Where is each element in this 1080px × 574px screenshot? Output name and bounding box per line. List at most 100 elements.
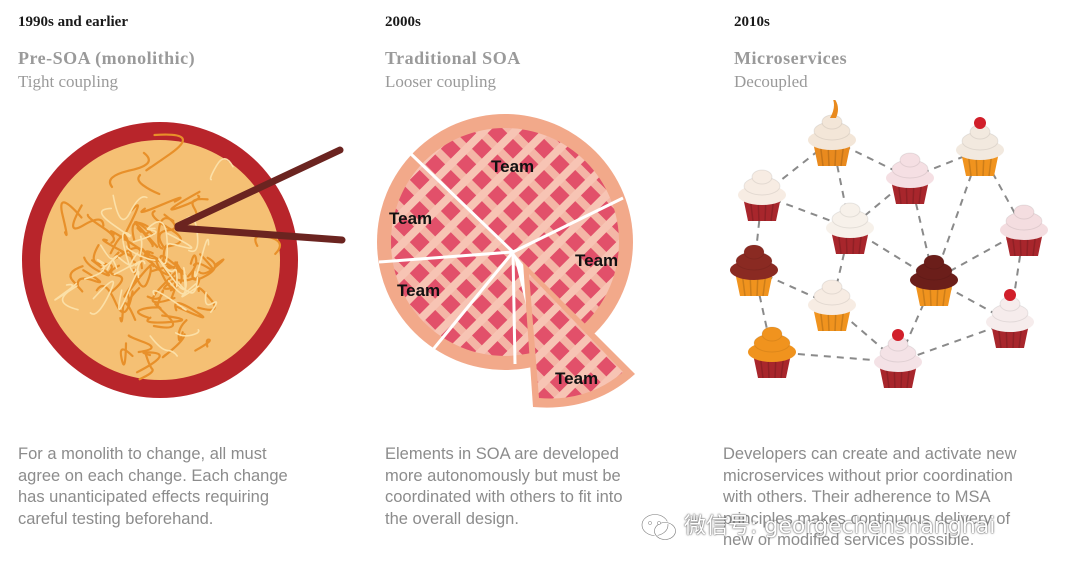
noodle-strand — [204, 291, 218, 313]
cupcakes — [730, 100, 1048, 389]
team-label: Team — [575, 251, 618, 270]
sliced-pie-illustration: Team Team Team Team Team — [377, 114, 635, 408]
description-line: careful testing beforehand. — [18, 509, 214, 528]
noodle-strand — [138, 350, 154, 381]
cut-lines — [378, 152, 624, 365]
cut-line — [378, 250, 514, 264]
noodle-strand — [61, 283, 79, 311]
noodle-strand — [100, 207, 131, 238]
cut-line — [512, 196, 624, 254]
cut-line — [409, 152, 515, 254]
noodle-strand — [129, 252, 146, 268]
description: Developers can create and activate new m… — [723, 444, 1017, 552]
connection-line — [897, 321, 1011, 363]
description-line: has unanticipated effects requiring — [18, 488, 270, 506]
cupcake-icon — [738, 169, 786, 222]
architecture-title: Traditional SOA — [385, 48, 521, 68]
noodle-strand — [149, 265, 176, 273]
team-label: Team — [397, 281, 440, 300]
noodle-strand — [147, 221, 169, 265]
description-line: with others. Their adherence to MSA — [723, 488, 991, 506]
noodle-strand — [159, 254, 187, 276]
watermark: 微信号: georgechenshanghai — [640, 508, 995, 542]
noodle-strand — [72, 204, 105, 230]
noodle-strand — [86, 213, 116, 244]
cupcake-icon — [730, 244, 778, 297]
noodle-strand — [109, 234, 137, 264]
description: For a monolith to change, all must agree… — [18, 444, 288, 530]
noodle-strand — [118, 270, 140, 311]
cupcake-icon — [956, 117, 1004, 177]
noodle-strand — [167, 232, 193, 250]
noodle-strand — [137, 306, 160, 319]
noodle-strand — [170, 190, 201, 211]
noodle-strand — [135, 351, 161, 374]
cupcake-icon — [874, 329, 922, 389]
noodle-strand — [194, 238, 210, 278]
watermark-text: 微信号: georgechenshanghai — [684, 514, 996, 539]
description-line: microservices without prior coordination — [723, 466, 1013, 485]
noodle-strand — [137, 174, 161, 196]
noodle-strand — [109, 264, 124, 294]
noodle-strand — [175, 329, 200, 337]
cut-line — [511, 251, 517, 365]
noodle-strand — [139, 235, 143, 258]
description-line: more autonomously but must be — [385, 466, 621, 485]
noodle-strand — [158, 213, 177, 248]
cut-line — [429, 251, 515, 353]
description-line: Elements in SOA are developed — [385, 445, 619, 463]
description: Elements in SOA are developed more auton… — [385, 444, 623, 530]
noodle-strand — [125, 245, 156, 261]
noodle-strand — [192, 253, 215, 272]
noodle-strand — [209, 157, 234, 181]
wechat-icon — [640, 513, 677, 541]
noodle-strand — [145, 133, 184, 172]
architecture-title: Pre-SOA (monolithic) — [18, 48, 196, 68]
noodle-strand — [89, 280, 115, 315]
noodle-strand — [169, 261, 183, 292]
noodle-strand — [197, 286, 216, 311]
noodle-strand — [140, 196, 182, 214]
noodle-strand — [121, 231, 137, 274]
noodle-strand — [76, 269, 102, 288]
team-label: Team — [491, 157, 534, 176]
noodle-strand — [177, 319, 188, 342]
noodle-strand — [159, 259, 178, 288]
cupcake-icon — [748, 326, 796, 379]
description-line: the overall design. — [385, 509, 519, 528]
coupling-label: Tight coupling — [18, 72, 118, 91]
pie-slice-detached — [523, 262, 635, 408]
noodle-strand — [132, 227, 157, 243]
noodle-strand — [174, 302, 205, 319]
noodle-strand — [157, 217, 175, 250]
noodle-strand — [152, 289, 187, 311]
noodle-strand — [149, 335, 178, 357]
coupling-label: Looser coupling — [385, 72, 496, 91]
noodle-strand — [113, 256, 132, 276]
noodle-strand — [119, 301, 137, 323]
pie-filling — [391, 128, 619, 356]
noodle-strand — [198, 258, 225, 275]
noodle-strand — [123, 263, 155, 298]
noodle-strand — [152, 302, 175, 329]
description-line: principles makes continuous delivery of — [723, 509, 1011, 528]
description-line: agree on each change. Each change — [18, 466, 288, 485]
cupcake-icon — [986, 289, 1034, 349]
pie-main — [377, 114, 633, 370]
description-line: Developers can create and activate new — [723, 445, 1017, 463]
connection-line — [933, 149, 981, 281]
cupcake-icon — [1000, 204, 1048, 257]
noodle-strand — [102, 238, 134, 258]
noodle-strand — [69, 265, 84, 293]
noodle-strand — [191, 256, 217, 281]
team-label: Team — [389, 209, 432, 228]
noodle-strand — [178, 276, 199, 294]
chopstick-lower — [174, 224, 346, 244]
noodle-strand — [194, 338, 211, 352]
noodle-strand — [60, 201, 83, 237]
noodle-strand — [151, 210, 182, 248]
era-label: 2000s — [385, 14, 421, 30]
noodle-strand — [119, 342, 134, 366]
column-soa: 2000s Traditional SOA Looser coupling — [367, 0, 717, 574]
noodle-strand — [101, 255, 119, 271]
